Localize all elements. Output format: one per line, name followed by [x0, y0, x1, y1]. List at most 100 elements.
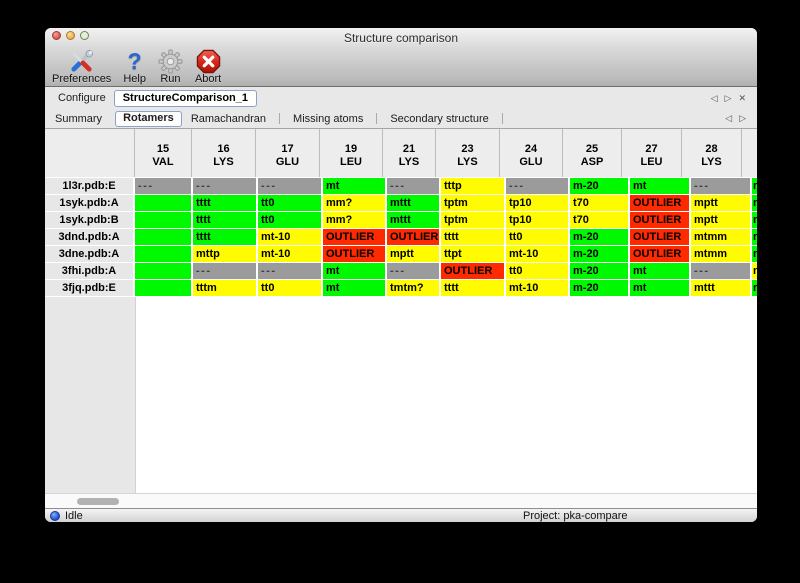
rotamer-cell[interactable]: OUTLIER	[630, 212, 689, 228]
rotamer-cell[interactable]: mptt	[691, 195, 750, 211]
column-header-25[interactable]: 25 ASP	[563, 129, 622, 177]
rotamer-cell[interactable]: OUTLIER	[387, 229, 439, 245]
rotamer-cell[interactable]: tmtm?	[387, 280, 439, 296]
rotamer-cell[interactable]: mt	[630, 178, 689, 194]
tab-ramachandran[interactable]: Ramachandran	[190, 112, 267, 125]
rotamer-cell[interactable]	[135, 280, 191, 296]
rotamer-cell[interactable]: ---	[691, 178, 750, 194]
rotamer-cell[interactable]: m-20	[570, 246, 628, 262]
preferences-button[interactable]: Preferences	[47, 49, 116, 85]
rotamer-cell[interactable]: mt	[630, 263, 689, 279]
rotamer-cell[interactable]: mt-10	[506, 246, 568, 262]
rotamer-cell[interactable]: mt	[323, 263, 385, 279]
rotamer-cell[interactable]: ---	[258, 263, 321, 279]
column-header-17[interactable]: 17 GLU	[256, 129, 320, 177]
rotamer-cell[interactable]: OUTLIER	[323, 246, 385, 262]
rotamer-cell[interactable]: mttt	[387, 195, 439, 211]
rotamer-cell[interactable]: mtmm	[691, 229, 750, 245]
rotamer-cell[interactable]: m	[752, 195, 757, 211]
rotamer-cell[interactable]: mt-10	[506, 280, 568, 296]
rotamer-cell[interactable]: tt0	[258, 280, 321, 296]
rotamer-cell[interactable]: OUTLIER	[441, 263, 504, 279]
rotamer-cell[interactable]: tttt	[193, 229, 256, 245]
rotamer-cell[interactable]: tt0	[258, 212, 321, 228]
rotamer-cell[interactable]: mptt	[387, 246, 439, 262]
scrollbar-thumb[interactable]	[77, 498, 119, 505]
rotamer-cell[interactable]: ---	[387, 178, 439, 194]
rotamer-cell[interactable]: ---	[387, 263, 439, 279]
column-header-23[interactable]: 23 LYS	[436, 129, 500, 177]
run-button[interactable]: Run	[153, 49, 188, 85]
rotamer-cell[interactable]: m	[752, 229, 757, 245]
rotamer-cell[interactable]: tttp	[441, 178, 504, 194]
rotamer-cell[interactable]: ---	[193, 263, 256, 279]
rotamer-cell[interactable]: mttp	[193, 246, 256, 262]
column-header-partial[interactable]	[742, 129, 747, 177]
rotamer-cell[interactable]: tttt	[193, 195, 256, 211]
rotamer-cell[interactable]: ---	[258, 178, 321, 194]
column-header-19[interactable]: 19 LEU	[320, 129, 383, 177]
rotamer-cell[interactable]: tp10	[506, 212, 568, 228]
rotamer-cell[interactable]: tttt	[441, 280, 504, 296]
horizontal-scrollbar[interactable]	[45, 493, 757, 508]
help-button[interactable]: ? Help	[118, 49, 151, 85]
titlebar[interactable]: Structure comparison	[45, 28, 757, 48]
rotamer-cell[interactable]: OUTLIER	[630, 246, 689, 262]
rotamer-cell[interactable]: m-20	[570, 229, 628, 245]
rotamer-cell[interactable]: OUTLIER	[630, 229, 689, 245]
tab-rotamers[interactable]: Rotamers	[115, 110, 182, 127]
rotamer-cell[interactable]: tt0	[506, 263, 568, 279]
rotamer-cell[interactable]: ---	[135, 178, 191, 194]
rotamer-cell[interactable]	[135, 246, 191, 262]
rotamer-cell[interactable]: tp10	[506, 195, 568, 211]
rotamer-cell[interactable]: tt0	[506, 229, 568, 245]
next-tab-arrow-icon[interactable]: ▷	[739, 113, 746, 123]
rotamer-cell[interactable]: t70	[570, 195, 628, 211]
rotamer-cell[interactable]: mt	[323, 280, 385, 296]
next-configuration-arrow-icon[interactable]: ▷	[724, 92, 732, 103]
rotamer-cell[interactable]: tt0	[258, 195, 321, 211]
rotamer-cell[interactable]: m	[752, 280, 757, 296]
prev-tab-arrow-icon[interactable]: ◁	[725, 113, 733, 123]
column-header-15[interactable]: 15 VAL	[135, 129, 192, 177]
close-window-button[interactable]	[52, 31, 61, 40]
rotamer-cell[interactable]	[135, 212, 191, 228]
rotamer-cell[interactable]: mt-10	[258, 246, 321, 262]
close-configuration-icon[interactable]: ✕	[738, 92, 746, 103]
rotamer-cell[interactable]: mt	[630, 280, 689, 296]
rotamer-cell[interactable]: ttpt	[441, 246, 504, 262]
rotamer-cell[interactable]: m-20	[570, 178, 628, 194]
rotamer-cell[interactable]	[135, 229, 191, 245]
rotamer-cell[interactable]: tttt	[441, 229, 504, 245]
minimize-window-button[interactable]	[66, 31, 75, 40]
rotamer-cell[interactable]: m	[752, 246, 757, 262]
rotamer-cell[interactable]: t70	[570, 212, 628, 228]
rotamer-cell[interactable]: OUTLIER	[323, 229, 385, 245]
rotamer-cell[interactable]: m	[752, 212, 757, 228]
column-header-28[interactable]: 28 LYS	[682, 129, 742, 177]
rotamer-cell[interactable]: ---	[691, 263, 750, 279]
rotamer-cell[interactable]: mptt	[691, 212, 750, 228]
rotamer-cell[interactable]: ---	[506, 178, 568, 194]
rotamer-cell[interactable]	[135, 195, 191, 211]
rotamer-cell[interactable]: mttt	[691, 280, 750, 296]
rotamer-cell[interactable]: m	[752, 263, 757, 279]
zoom-window-button[interactable]	[80, 31, 89, 40]
abort-button[interactable]: Abort	[190, 49, 226, 85]
rotamer-cell[interactable]: mt	[323, 178, 385, 194]
rotamer-cell[interactable]: tptm	[441, 212, 504, 228]
column-header-24[interactable]: 24 GLU	[500, 129, 563, 177]
rotamer-cell[interactable]	[135, 263, 191, 279]
rotamer-cell[interactable]: mm?	[323, 212, 385, 228]
tab-summary[interactable]: Summary	[55, 112, 103, 125]
rotamer-cell[interactable]: tptm	[441, 195, 504, 211]
rotamer-cell[interactable]: mttt	[387, 212, 439, 228]
rotamer-cell[interactable]: mt-10	[258, 229, 321, 245]
column-header-16[interactable]: 16 LYS	[192, 129, 256, 177]
rotamer-cell[interactable]: OUTLIER	[630, 195, 689, 211]
configuration-tab[interactable]: StructureComparison_1	[113, 89, 258, 107]
rotamer-cell[interactable]: m-20	[570, 280, 628, 296]
column-header-21[interactable]: 21 LYS	[383, 129, 436, 177]
column-header-27[interactable]: 27 LEU	[622, 129, 682, 177]
rotamer-cell[interactable]: mm?	[323, 195, 385, 211]
